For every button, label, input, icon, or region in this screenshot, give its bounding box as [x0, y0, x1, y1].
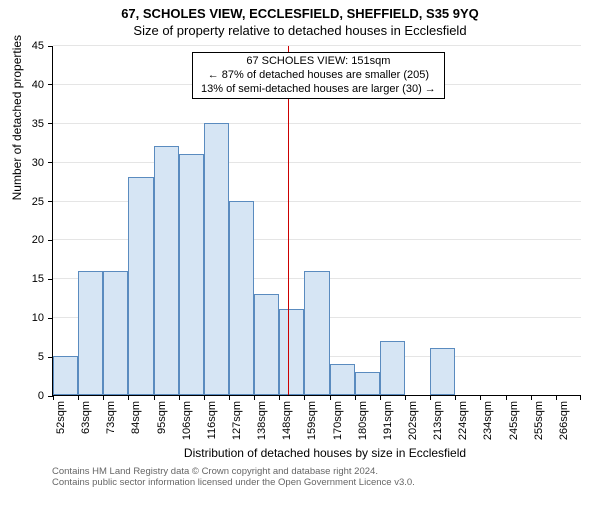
gridline: [53, 162, 581, 163]
ytick-label: 5: [14, 351, 44, 363]
xtick-label: 106sqm: [181, 401, 193, 440]
chart-plot-area: 67 SCHOLES VIEW: 151sqm ← 87% of detache…: [52, 46, 580, 396]
footer-line-1: Contains HM Land Registry data © Crown c…: [52, 466, 600, 477]
xtick-mark: [78, 395, 79, 400]
histogram-bar: [103, 271, 128, 395]
x-axis-label: Distribution of detached houses by size …: [50, 446, 600, 460]
ytick-mark: [48, 123, 53, 124]
xtick-label: 116sqm: [206, 401, 218, 439]
histogram-bar: [53, 356, 78, 395]
xtick-mark: [53, 395, 54, 400]
footer: Contains HM Land Registry data © Crown c…: [52, 466, 600, 489]
ytick-mark: [48, 201, 53, 202]
histogram-bar: [430, 348, 455, 395]
footer-line-2: Contains public sector information licen…: [52, 477, 600, 488]
xtick-mark: [154, 395, 155, 400]
histogram-bar: [229, 201, 254, 395]
ytick-label: 20: [14, 234, 44, 246]
ytick-label: 25: [14, 196, 44, 208]
xtick-label: 180sqm: [357, 401, 369, 440]
xtick-label: 138sqm: [256, 401, 268, 440]
xtick-label: 224sqm: [457, 401, 469, 440]
ytick-mark: [48, 240, 53, 241]
xtick-label: 95sqm: [156, 401, 168, 434]
histogram-bar: [78, 271, 103, 395]
xtick-mark: [304, 395, 305, 400]
histogram-bar: [355, 372, 380, 395]
ytick-mark: [48, 279, 53, 280]
xtick-label: 52sqm: [55, 401, 67, 434]
ytick-mark: [48, 162, 53, 163]
xtick-label: 127sqm: [231, 401, 243, 440]
xtick-label: 245sqm: [508, 401, 520, 440]
xtick-mark: [128, 395, 129, 400]
xtick-mark: [103, 395, 104, 400]
xtick-mark: [279, 395, 280, 400]
histogram-bar: [179, 154, 204, 395]
xtick-mark: [179, 395, 180, 400]
ytick-label: 10: [14, 312, 44, 324]
histogram-bar: [128, 177, 153, 395]
gridline: [53, 45, 581, 46]
histogram-bar: [380, 341, 405, 395]
xtick-label: 191sqm: [382, 401, 394, 440]
ytick-label: 15: [14, 273, 44, 285]
ytick-mark: [48, 318, 53, 319]
xtick-mark: [254, 395, 255, 400]
xtick-mark: [506, 395, 507, 400]
xtick-label: 170sqm: [332, 401, 344, 440]
xtick-label: 84sqm: [130, 401, 142, 434]
xtick-label: 234sqm: [482, 401, 494, 440]
xtick-label: 159sqm: [306, 401, 318, 440]
ytick-label: 30: [14, 157, 44, 169]
xtick-mark: [480, 395, 481, 400]
xtick-mark: [430, 395, 431, 400]
page-subtitle: Size of property relative to detached ho…: [0, 23, 600, 38]
xtick-mark: [204, 395, 205, 400]
histogram-bar: [279, 309, 304, 395]
xtick-label: 63sqm: [80, 401, 92, 434]
xtick-mark: [330, 395, 331, 400]
info-box: 67 SCHOLES VIEW: 151sqm ← 87% of detache…: [192, 52, 445, 99]
xtick-mark: [580, 395, 581, 400]
histogram-bar: [204, 123, 229, 395]
xtick-label: 266sqm: [558, 401, 570, 440]
xtick-label: 255sqm: [533, 401, 545, 440]
histogram-bar: [254, 294, 279, 395]
ytick-label: 40: [14, 79, 44, 91]
xtick-mark: [531, 395, 532, 400]
histogram-bar: [304, 271, 329, 395]
xtick-mark: [556, 395, 557, 400]
xtick-label: 73sqm: [105, 401, 117, 434]
info-line-1: 67 SCHOLES VIEW: 151sqm: [201, 55, 436, 69]
gridline: [53, 123, 581, 124]
histogram-bar: [154, 146, 179, 395]
xtick-label: 148sqm: [281, 401, 293, 440]
info-line-2: ← 87% of detached houses are smaller (20…: [201, 69, 436, 83]
ytick-mark: [48, 84, 53, 85]
xtick-label: 213sqm: [432, 401, 444, 440]
xtick-mark: [455, 395, 456, 400]
xtick-mark: [405, 395, 406, 400]
xtick-mark: [355, 395, 356, 400]
xtick-mark: [380, 395, 381, 400]
ytick-mark: [48, 46, 53, 47]
ytick-label: 45: [14, 40, 44, 52]
page-title: 67, SCHOLES VIEW, ECCLESFIELD, SHEFFIELD…: [0, 6, 600, 21]
histogram-bar: [330, 364, 355, 395]
info-line-3: 13% of semi-detached houses are larger (…: [201, 83, 436, 97]
ytick-label: 0: [14, 390, 44, 402]
xtick-label: 202sqm: [407, 401, 419, 440]
ytick-label: 35: [14, 118, 44, 130]
xtick-mark: [229, 395, 230, 400]
